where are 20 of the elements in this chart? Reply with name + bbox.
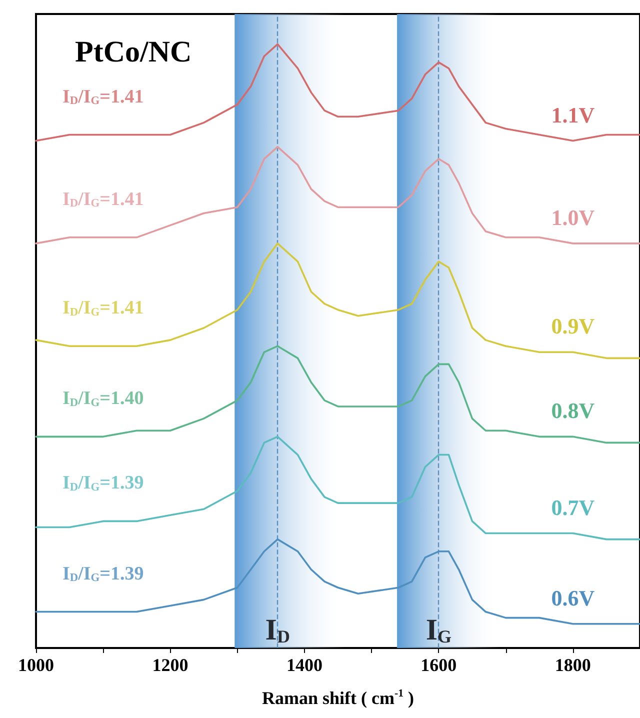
x-tick-label: 1400 — [286, 655, 322, 675]
x-tick-label: 1000 — [18, 655, 54, 675]
series-label: 0.7V — [551, 494, 595, 520]
series-label: 0.6V — [551, 585, 595, 610]
series-label: 0.8V — [551, 398, 595, 424]
annotation: ID/IG=1.40 — [62, 388, 144, 410]
annotation: IG — [426, 613, 452, 647]
annotation: ID/IG=1.39 — [62, 472, 144, 494]
x-tick-label: 1200 — [152, 655, 188, 675]
annotation: ID/IG=1.41 — [62, 86, 144, 108]
series-label: 1.0V — [551, 204, 595, 230]
annotation: ID/IG=1.41 — [62, 188, 144, 210]
chart-title: PtCo/NC — [75, 36, 192, 68]
annotation: ID — [265, 613, 290, 647]
annotation: ID/IG=1.39 — [62, 563, 144, 584]
x-tick-label: 1800 — [554, 655, 591, 675]
series-label: 0.9V — [551, 314, 595, 339]
x-tick-label: 1600 — [420, 655, 457, 675]
annotation: ID/IG=1.41 — [62, 298, 144, 319]
series-label: 1.1V — [551, 102, 595, 128]
